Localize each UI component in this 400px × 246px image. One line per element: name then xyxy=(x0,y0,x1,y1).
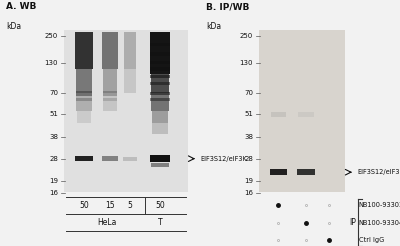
Bar xyxy=(150,92,170,95)
Bar xyxy=(297,169,315,175)
Text: 250: 250 xyxy=(45,33,58,39)
Bar xyxy=(103,69,117,93)
Bar xyxy=(150,52,170,56)
Bar xyxy=(123,157,137,160)
Bar xyxy=(150,32,170,74)
Text: A. WB: A. WB xyxy=(6,2,36,12)
Bar xyxy=(298,112,314,117)
Text: 70: 70 xyxy=(244,91,253,96)
Text: 51: 51 xyxy=(49,111,58,117)
Text: NB100-93303: NB100-93303 xyxy=(359,202,400,208)
Bar xyxy=(76,69,92,93)
Bar xyxy=(151,163,169,167)
Text: 50: 50 xyxy=(79,201,89,210)
Bar xyxy=(124,32,136,69)
Bar xyxy=(102,32,118,69)
Text: 16: 16 xyxy=(49,190,58,196)
Bar xyxy=(64,30,188,192)
Text: 51: 51 xyxy=(244,111,253,117)
Bar xyxy=(152,123,168,134)
Text: 250: 250 xyxy=(240,33,253,39)
Text: 50: 50 xyxy=(155,201,165,210)
Text: EIF3S12/eIF3K: EIF3S12/eIF3K xyxy=(200,156,247,162)
Text: 130: 130 xyxy=(44,60,58,66)
Text: 16: 16 xyxy=(244,190,253,196)
Text: 70: 70 xyxy=(49,91,58,96)
Bar xyxy=(271,112,286,117)
Bar xyxy=(150,82,170,85)
Text: EIF3S12/eIF3K: EIF3S12/eIF3K xyxy=(357,169,400,175)
Bar xyxy=(76,98,92,101)
Text: kDa: kDa xyxy=(206,22,221,31)
Bar xyxy=(103,98,117,101)
Bar xyxy=(270,169,287,175)
Bar xyxy=(75,32,93,69)
Bar xyxy=(151,74,169,93)
Text: 19: 19 xyxy=(244,178,253,184)
Text: IP: IP xyxy=(349,218,356,227)
Text: 15: 15 xyxy=(105,201,115,210)
Bar xyxy=(103,93,117,111)
Text: 38: 38 xyxy=(244,134,253,139)
Text: 130: 130 xyxy=(240,60,253,66)
Text: Ctrl IgG: Ctrl IgG xyxy=(359,237,384,243)
Text: 19: 19 xyxy=(49,178,58,184)
Text: 38: 38 xyxy=(49,134,58,139)
Bar xyxy=(150,155,170,162)
Text: kDa: kDa xyxy=(6,22,21,31)
Bar xyxy=(150,61,170,64)
Text: 28: 28 xyxy=(244,156,253,162)
Text: 5: 5 xyxy=(128,201,132,210)
Bar xyxy=(77,111,91,123)
Text: B. IP/WB: B. IP/WB xyxy=(206,2,249,12)
Bar xyxy=(150,67,170,71)
Text: 28: 28 xyxy=(49,156,58,162)
Bar xyxy=(102,156,118,161)
Bar xyxy=(150,98,170,101)
Bar xyxy=(151,93,169,111)
Text: HeLa: HeLa xyxy=(97,218,117,227)
Bar xyxy=(152,111,168,123)
Text: T: T xyxy=(158,218,162,227)
Bar xyxy=(76,91,92,96)
Bar xyxy=(150,43,170,46)
Bar xyxy=(259,30,345,192)
Bar xyxy=(124,69,136,93)
Bar xyxy=(103,91,117,96)
Bar xyxy=(75,156,93,161)
Bar xyxy=(150,75,170,78)
Bar xyxy=(76,93,92,111)
Text: NB100-93304: NB100-93304 xyxy=(359,220,400,226)
